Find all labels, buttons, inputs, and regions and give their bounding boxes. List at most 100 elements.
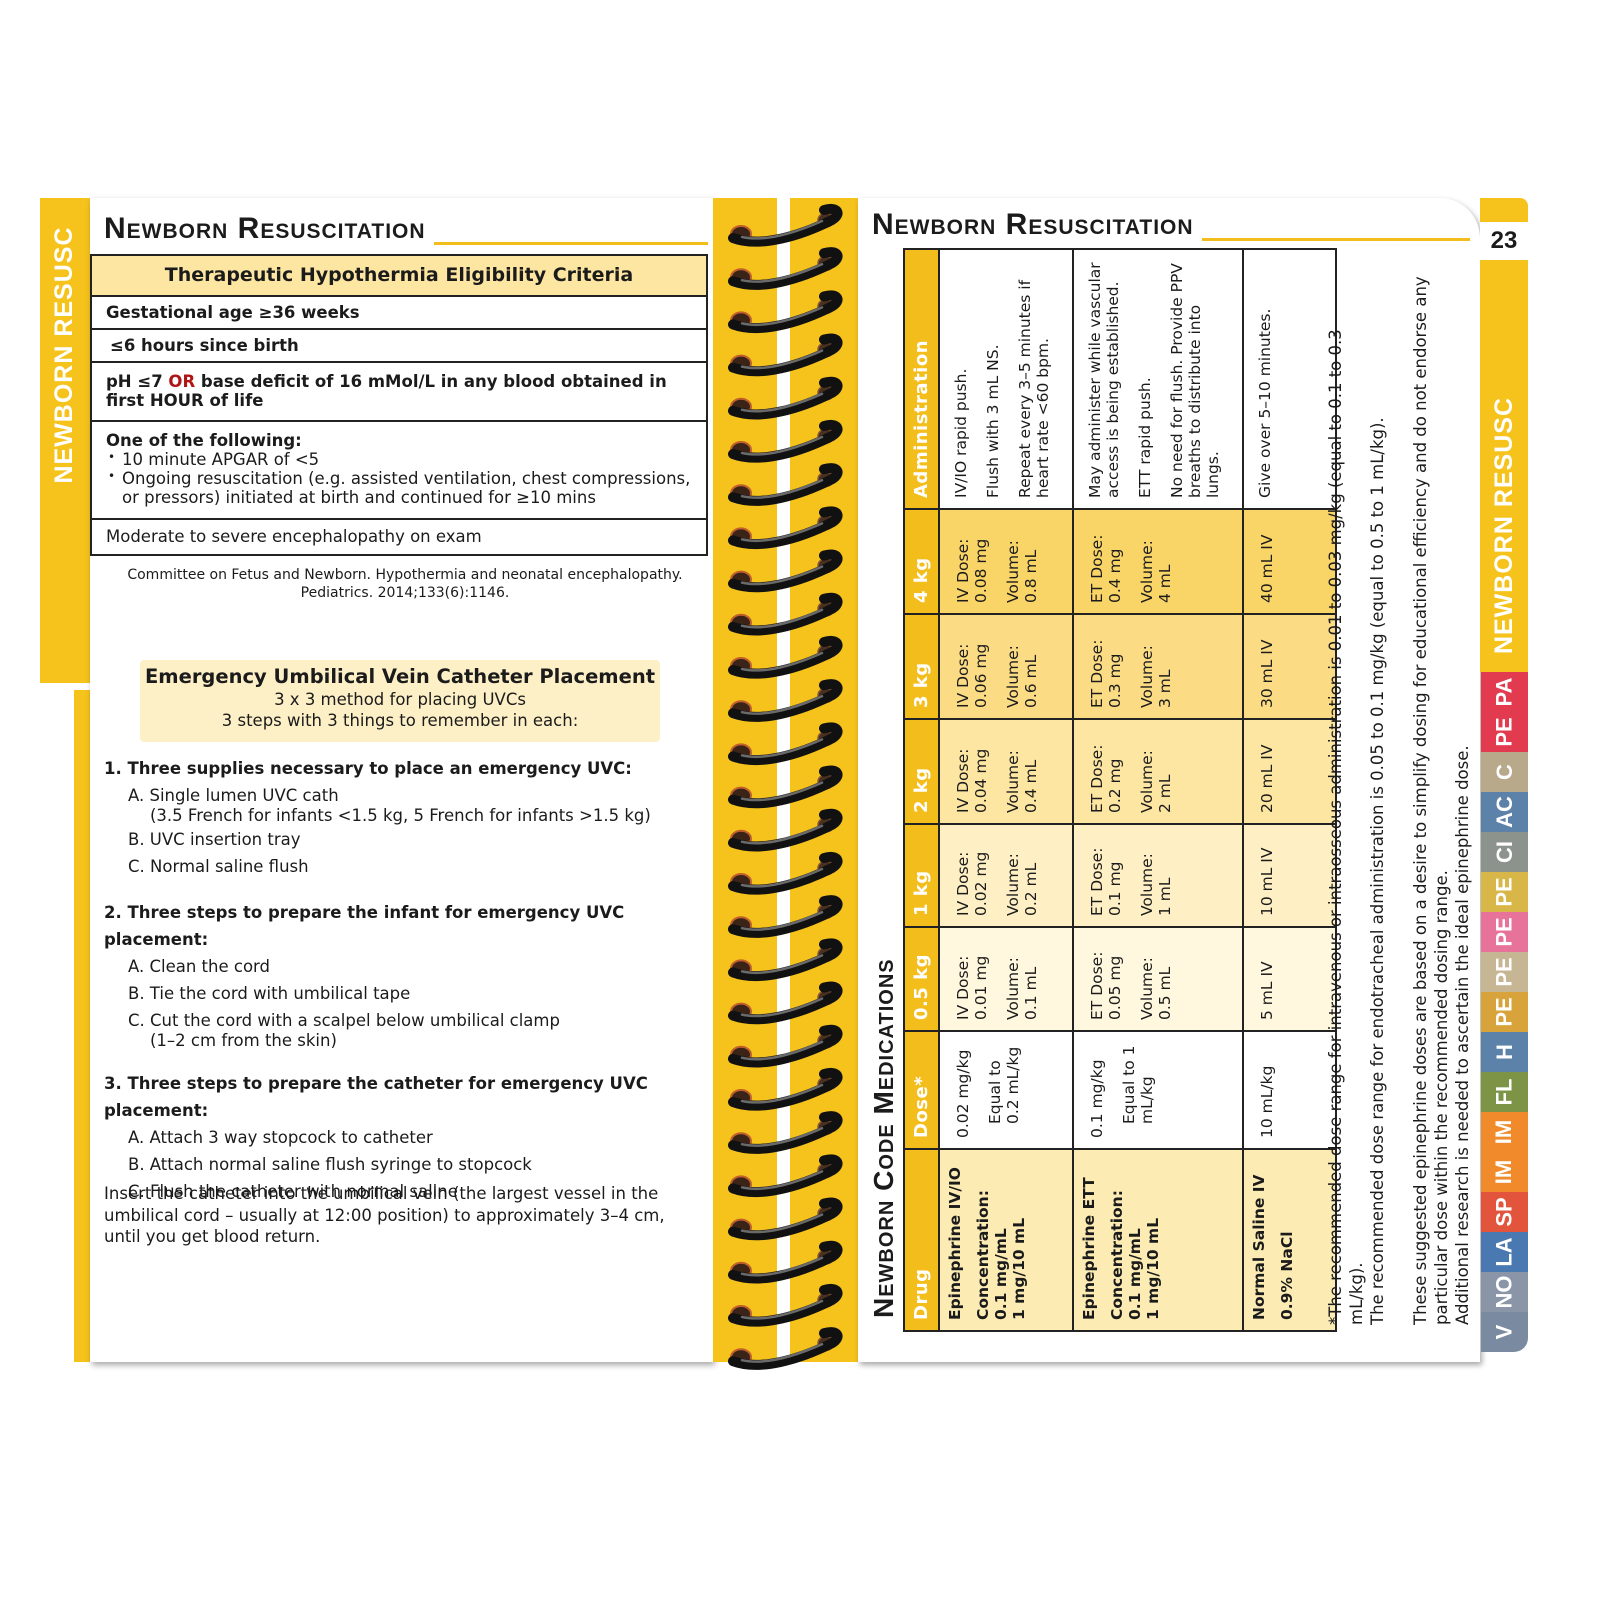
index-tab: LA — [1481, 1232, 1528, 1272]
coil-highlight — [740, 781, 824, 802]
bullet-text: Ongoing resuscitation (e.g. assisted ven… — [122, 469, 691, 507]
citation: Committee on Fetus and Newborn. Hypother… — [100, 566, 710, 602]
step-item: C. Cut the cord with a scalpel below umb… — [128, 1011, 560, 1030]
index-tab: SP — [1481, 1192, 1528, 1232]
index-tab: IM — [1481, 1112, 1528, 1152]
index-tab: C — [1481, 752, 1528, 792]
coil-highlight — [740, 694, 824, 715]
coil — [728, 1111, 843, 1154]
coil-highlight — [740, 651, 824, 672]
coil — [728, 895, 843, 938]
step-note: (1–2 cm from the skin) — [150, 1031, 337, 1050]
left-side-tab — [40, 198, 90, 683]
step-note: (3.5 French for infants <1.5 kg, 5 Frenc… — [150, 806, 651, 825]
criteria-row: pH ≤7 OR base deficit of 16 mMol/L in an… — [92, 361, 706, 420]
right-side-tab — [1480, 198, 1528, 672]
coil — [728, 765, 843, 809]
uvc-line: 3 x 3 method for placing UVCs — [274, 690, 526, 709]
bullet: • — [108, 469, 116, 483]
criteria-row: Gestational age ≥36 weeks — [92, 295, 706, 328]
index-tab: PE — [1481, 912, 1528, 952]
coil — [728, 808, 843, 852]
coil-highlight — [740, 219, 824, 240]
coil-highlight — [740, 867, 824, 888]
coil — [728, 1327, 843, 1370]
bullet-text: 10 minute APGAR of <5 — [122, 450, 320, 469]
coil — [728, 981, 843, 1025]
index-tab: FL — [1481, 1072, 1528, 1112]
coil-highlight — [740, 478, 824, 499]
step-item: B. Attach normal saline flush syringe to… — [128, 1155, 532, 1174]
coil-highlight — [740, 306, 824, 327]
coil — [728, 376, 843, 420]
coil — [728, 1154, 843, 1198]
coil-highlight — [740, 1213, 824, 1234]
step: 2. Three steps to prepare the infant for… — [104, 899, 708, 1051]
coil-highlight — [740, 608, 824, 629]
coil — [728, 463, 843, 506]
coil — [728, 506, 843, 550]
criteria-table: Therapeutic Hypothermia Eligibility Crit… — [90, 254, 708, 556]
coil — [728, 852, 843, 895]
coil — [728, 1240, 843, 1284]
coil-highlight — [740, 1126, 824, 1147]
citation-line: Pediatrics. 2014;133(6):1146. — [300, 585, 510, 601]
coil-highlight — [740, 262, 824, 283]
index-tab: V — [1481, 1312, 1528, 1352]
coil — [728, 290, 843, 334]
step: 1. Three supplies necessary to place an … — [104, 755, 708, 880]
step-item: B. Tie the cord with umbilical tape — [128, 984, 411, 1003]
closing-paragraph: Insert the catheter into the umbilical v… — [104, 1184, 665, 1246]
index-tab: IM — [1481, 1152, 1528, 1192]
coil — [728, 679, 843, 722]
bullet-item: • Ongoing resuscitation (e.g. assisted ve… — [106, 469, 692, 507]
coil — [728, 938, 843, 982]
step-item: A. Clean the cord — [128, 957, 271, 976]
criteria-subheading: One of the following: — [106, 431, 302, 450]
coil-highlight — [740, 1040, 824, 1061]
coil-highlight — [740, 435, 824, 456]
coil-highlight — [740, 738, 824, 759]
left-page — [90, 198, 713, 1362]
coil — [728, 592, 843, 636]
text: pH ≤7 — [106, 372, 169, 391]
coil — [728, 247, 843, 290]
criteria-row: Moderate to severe encephalopathy on exa… — [92, 518, 706, 554]
coil — [728, 636, 843, 679]
step-heading: 1. Three supplies necessary to place an … — [104, 759, 632, 778]
bullet-list: • 10 minute APGAR of <5 • Ongoing resuscita… — [106, 450, 692, 507]
step-item: A. Attach 3 way stopcock to catheter — [128, 1128, 433, 1147]
bullet: • — [108, 450, 116, 464]
step-item: A. Single lumen UVC cath — [128, 786, 339, 805]
step-item: B. UVC insertion tray — [128, 830, 301, 849]
coil — [728, 722, 843, 766]
coil — [728, 1024, 843, 1068]
step-heading: 2. Three steps to prepare the infant for… — [104, 903, 625, 949]
uvc-box: Emergency Umbilical Vein Catheter Placem… — [140, 660, 660, 742]
bullet-item: • 10 minute APGAR of <5 — [106, 450, 692, 469]
coil — [728, 1197, 843, 1241]
criteria-row: One of the following: • 10 minute APGAR o… — [92, 420, 706, 518]
index-tab: PA — [1481, 672, 1528, 712]
uvc-steps: 1. Three supplies necessary to place an … — [104, 755, 708, 1224]
criteria-header: Therapeutic Hypothermia Eligibility Crit… — [92, 256, 706, 295]
coil-highlight — [740, 954, 824, 975]
left-title: Newborn Resuscitation — [104, 212, 434, 246]
left-spine-strip — [713, 198, 777, 1362]
coil-highlight — [740, 1342, 824, 1363]
index-tab: PE — [1481, 992, 1528, 1032]
uvc-line: 3 steps with 3 things to remember in eac… — [221, 711, 579, 730]
step: 3. Three steps to prepare the catheter f… — [104, 1070, 708, 1205]
coil-highlight — [740, 1256, 824, 1277]
right-title: Newborn Resuscitation — [872, 208, 1202, 242]
step-item: C. Normal saline flush — [128, 857, 309, 876]
coil-highlight — [740, 910, 824, 931]
coil — [728, 549, 843, 593]
coil-highlight — [740, 349, 824, 370]
text: base deficit of 16 mMol/L in any blood o… — [106, 372, 667, 410]
page-number: 23 — [1480, 222, 1528, 260]
coil — [728, 204, 843, 247]
index-tab: CI — [1481, 832, 1528, 872]
coil — [728, 420, 843, 463]
